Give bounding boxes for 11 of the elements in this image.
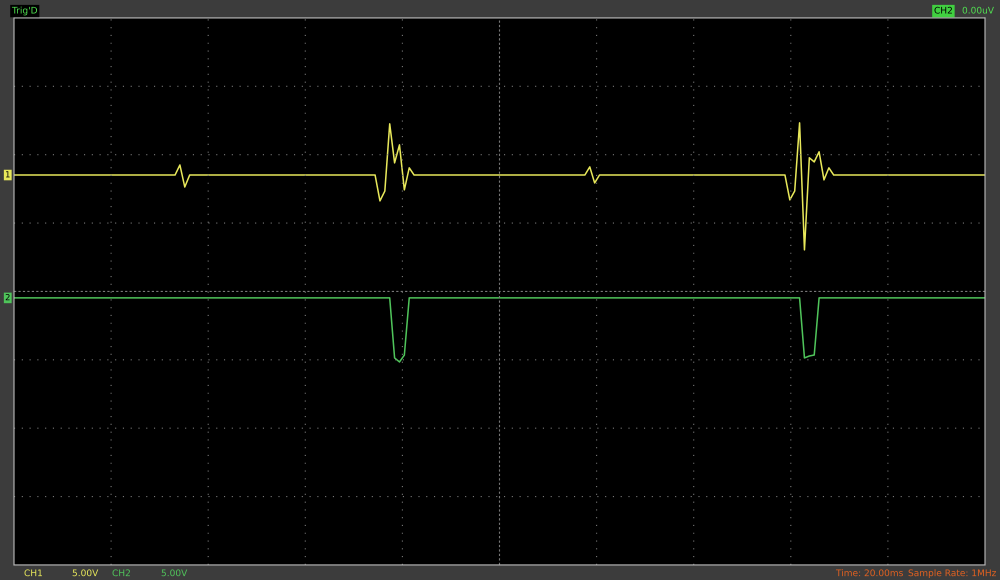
text: Trig'D xyxy=(12,6,38,16)
text: Sample Rate: 1MHz xyxy=(908,569,996,578)
series-label: 2 xyxy=(6,294,10,300)
text: CH2 xyxy=(934,6,952,14)
series-label: 1 xyxy=(6,171,10,178)
text: Time: 20.00ms xyxy=(836,569,903,576)
text: 5.00V xyxy=(72,569,98,576)
text: CH2 xyxy=(112,569,130,576)
text: CH1 xyxy=(24,569,42,576)
text: 5.00V xyxy=(162,569,188,576)
text: 0.00uV xyxy=(962,6,994,14)
